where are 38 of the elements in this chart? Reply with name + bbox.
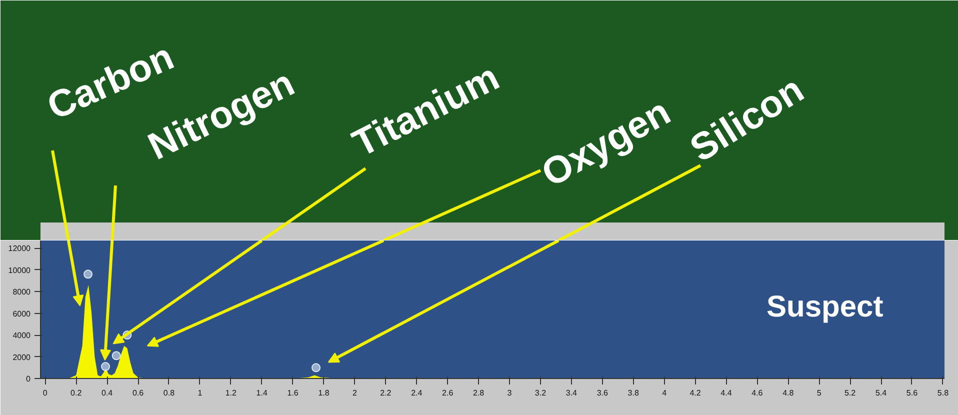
x-tick-label: 1 (198, 388, 203, 398)
x-tick-label: 1.6 (287, 388, 299, 398)
x-tick-label: 2.4 (411, 388, 423, 398)
x-tick-label: 4 (662, 388, 668, 398)
y-tick-label: 10000 (8, 266, 32, 275)
x-tick-label: 1.4 (256, 388, 268, 398)
x-tick-label: 2.6 (442, 388, 454, 398)
x-tick-label: 3.2 (534, 388, 547, 398)
x-tick-label: 5.8 (937, 388, 950, 398)
x-tick-label: 5.6 (906, 388, 918, 398)
x-tick-label: 2.2 (380, 388, 392, 398)
x-tick-label: 4.4 (720, 388, 732, 398)
x-tick-label: 1.8 (318, 388, 330, 398)
y-tick-label: 4000 (12, 331, 32, 340)
x-tick-label: 3.4 (566, 388, 578, 398)
x-tick-label: 0 (42, 388, 48, 398)
x-tick-label: 5.2 (844, 388, 856, 398)
x-tick-label: 5 (816, 388, 822, 398)
y-tick-label: 2000 (12, 352, 32, 362)
x-tick-label: 1.2 (225, 388, 238, 398)
y-tick-label: 12000 (8, 244, 32, 254)
y-tick-label: 8000 (12, 288, 32, 297)
x-tick-label: 3.6 (596, 388, 609, 398)
x-tick-label: 0.2 (70, 388, 82, 398)
x-tick-label: 2.8 (473, 388, 485, 398)
y-tick-label: 6000 (12, 309, 32, 318)
x-tick-label: 5.4 (875, 388, 888, 398)
x-tick-label: 4.2 (690, 388, 702, 398)
x-tick-label: 0.4 (102, 388, 114, 398)
x-tick-label: 3.8 (628, 388, 640, 398)
annotation: Suspect (766, 290, 884, 324)
x-tick-label: 3 (507, 388, 512, 398)
x-tick-label: 4.8 (782, 388, 794, 398)
x-tick-label: 2 (352, 388, 358, 398)
x-tick-label: 0.6 (132, 388, 144, 398)
x-tick-label: 4.6 (752, 388, 764, 398)
y-tick-label: 0 (26, 374, 32, 384)
x-tick-label: 0.8 (163, 388, 176, 398)
